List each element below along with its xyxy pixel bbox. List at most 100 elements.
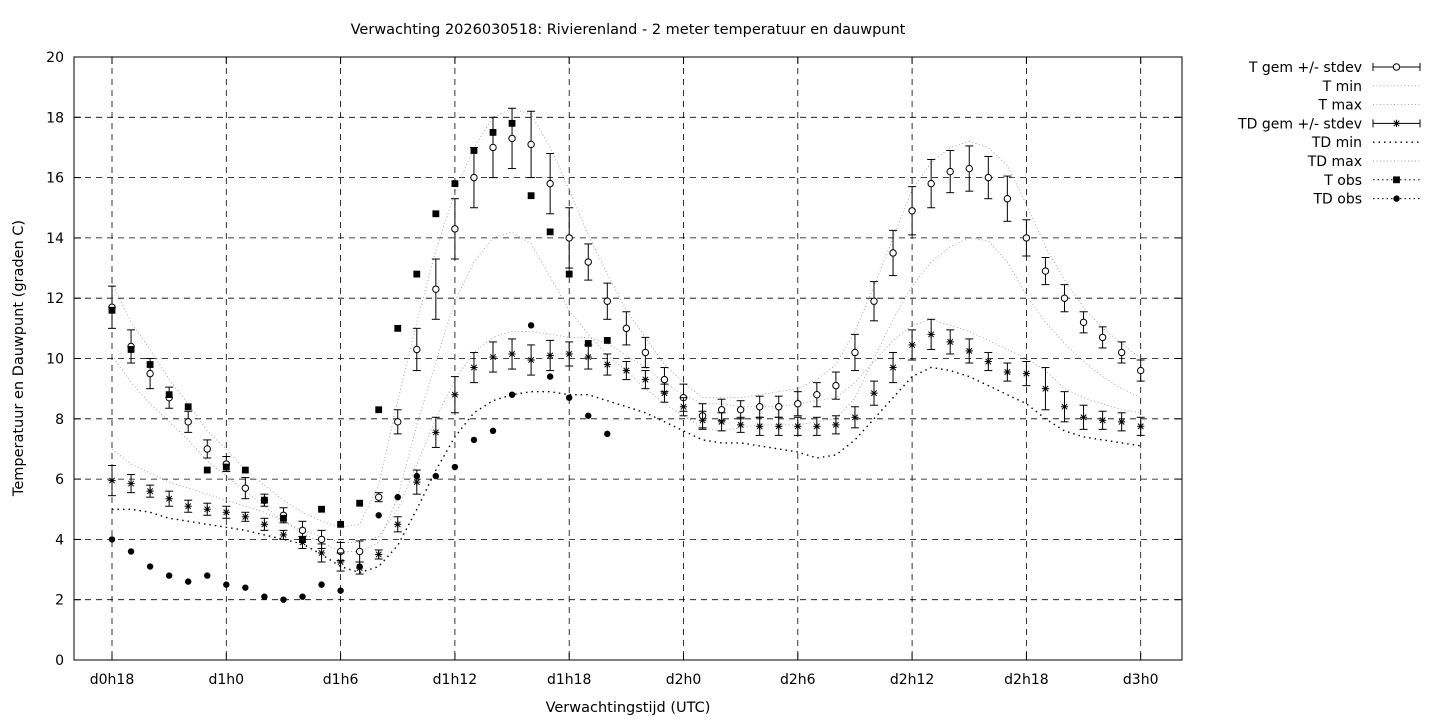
star-stroke xyxy=(1393,120,1400,127)
data-point xyxy=(832,421,840,429)
star-stroke xyxy=(1004,369,1011,376)
legend-marker xyxy=(1392,63,1401,71)
data-point xyxy=(489,427,497,435)
x-tick-label: d1h6 xyxy=(323,672,359,688)
data-point xyxy=(641,376,649,384)
data-point xyxy=(641,348,650,357)
star-stroke xyxy=(851,414,859,421)
data-point xyxy=(184,403,192,411)
data-point xyxy=(470,173,478,182)
star-stroke xyxy=(794,423,801,430)
x-tick-label: d2h12 xyxy=(890,672,934,688)
star-stroke xyxy=(813,423,820,430)
x-tick-label: d0h18 xyxy=(90,672,134,688)
data-point xyxy=(584,258,592,266)
data-point xyxy=(908,341,916,349)
star-stroke xyxy=(642,376,649,383)
data-point xyxy=(185,578,192,585)
data-point xyxy=(756,422,764,430)
star-stroke xyxy=(985,358,992,365)
data-point xyxy=(508,391,516,398)
data-point xyxy=(489,128,497,136)
data-point xyxy=(203,466,211,474)
star-stroke xyxy=(566,350,573,358)
star-stroke xyxy=(909,341,916,348)
data-point xyxy=(337,587,344,594)
data-point xyxy=(737,421,745,429)
data-point xyxy=(127,346,135,353)
data-point xyxy=(375,512,382,519)
star-stroke xyxy=(489,353,497,361)
y-tick-label: 20 xyxy=(46,50,64,66)
data-point xyxy=(1022,234,1031,242)
star-stroke xyxy=(947,338,954,345)
data-point xyxy=(1079,318,1088,327)
data-point xyxy=(927,330,935,338)
star-stroke xyxy=(1042,385,1049,392)
data-point xyxy=(470,147,478,154)
data-point xyxy=(584,340,592,347)
star-stroke xyxy=(508,350,516,358)
y-tick-label: 14 xyxy=(46,231,64,247)
star-stroke xyxy=(337,558,344,566)
data-point xyxy=(660,375,669,384)
data-point xyxy=(451,391,459,399)
data-point xyxy=(527,140,535,149)
data-point xyxy=(1099,416,1107,424)
x-tick-label: d2h6 xyxy=(780,672,816,688)
legend-label: T obs xyxy=(1323,173,1362,189)
data-point xyxy=(299,593,306,600)
data-point xyxy=(546,179,554,188)
series-t-obs xyxy=(108,119,611,543)
data-point xyxy=(603,297,611,305)
data-point xyxy=(146,487,154,495)
legend-marker xyxy=(1393,176,1400,184)
data-point xyxy=(585,412,592,419)
star-stroke xyxy=(604,361,611,368)
legend-label: TD min xyxy=(1311,135,1362,151)
star-stroke xyxy=(528,356,535,364)
y-tick-label: 8 xyxy=(55,412,64,428)
data-point xyxy=(375,406,383,414)
star-stroke xyxy=(1080,414,1087,421)
data-point xyxy=(489,143,497,152)
data-point xyxy=(451,180,459,188)
y-tick-label: 0 xyxy=(55,653,64,669)
data-point xyxy=(375,550,383,559)
y-axis-label: Temperatuur en Dauwpunt (graden C) xyxy=(11,220,27,497)
data-point xyxy=(394,324,402,332)
data-point xyxy=(318,505,325,513)
data-point xyxy=(184,502,192,510)
star-stroke xyxy=(737,421,744,428)
star-stroke xyxy=(1023,370,1030,377)
legend-label: T max xyxy=(1317,98,1362,114)
data-point xyxy=(965,164,973,173)
star-stroke xyxy=(718,418,725,425)
data-point xyxy=(375,493,383,501)
data-point xyxy=(146,563,154,570)
data-point xyxy=(355,547,364,556)
series-td-gem-stdev xyxy=(108,318,1145,575)
series-layer xyxy=(108,107,1145,603)
legend-item-t-gem-stdev: T gem +/- stdev xyxy=(1248,60,1421,76)
series-line-td-min xyxy=(112,366,1141,574)
data-point xyxy=(1022,369,1030,378)
data-point xyxy=(660,389,669,397)
star-stroke xyxy=(413,479,420,486)
data-point xyxy=(241,484,250,492)
data-point xyxy=(565,270,573,278)
x-axis-label: Verwachtingstijd (UTC) xyxy=(546,700,711,716)
star-stroke xyxy=(832,421,839,428)
data-point xyxy=(813,422,821,430)
legend-item-t-obs: T obs xyxy=(1323,173,1420,189)
star-stroke xyxy=(261,521,268,528)
data-point xyxy=(984,357,992,366)
star-stroke xyxy=(756,423,763,430)
data-point xyxy=(184,418,192,426)
data-point xyxy=(1137,366,1145,375)
data-point xyxy=(317,549,326,557)
legend-marker xyxy=(1393,195,1400,202)
data-point xyxy=(1041,385,1050,393)
star-stroke xyxy=(547,352,554,359)
